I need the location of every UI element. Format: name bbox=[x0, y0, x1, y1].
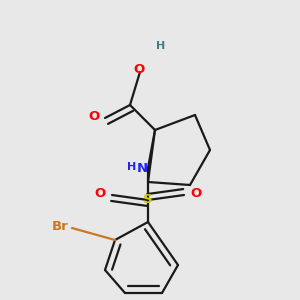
Text: O: O bbox=[190, 187, 202, 200]
Text: H: H bbox=[127, 161, 136, 172]
Text: O: O bbox=[88, 110, 99, 123]
Text: Br: Br bbox=[52, 220, 69, 233]
Text: O: O bbox=[133, 63, 144, 76]
Text: H: H bbox=[156, 40, 165, 51]
Text: O: O bbox=[94, 187, 106, 200]
Text: N: N bbox=[137, 161, 148, 175]
Text: S: S bbox=[143, 193, 153, 206]
